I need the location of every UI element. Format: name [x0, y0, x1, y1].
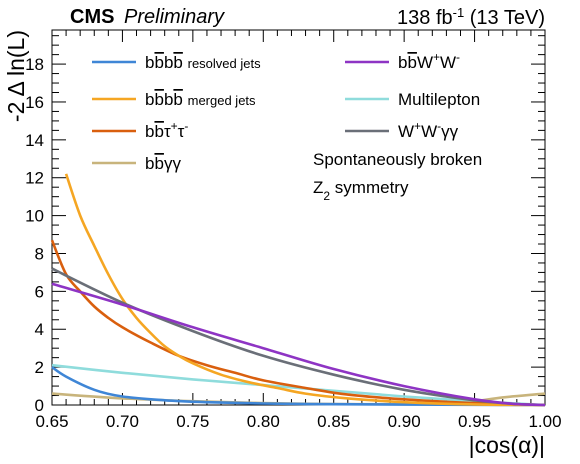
legend-label: bbbb merged jets	[145, 90, 256, 109]
legend-label: bbγγ	[145, 154, 181, 173]
series-line-2	[50, 239, 546, 407]
x-tick-label: 0.75	[176, 412, 209, 431]
x-tick-label: 0.95	[458, 412, 491, 431]
legend: bbbb resolved jets bbbb merged jets bbτ+τ-…	[92, 50, 480, 173]
y-tick-label: 10	[25, 207, 44, 226]
y-tick-label: 14	[25, 131, 44, 150]
series-line-1	[64, 173, 546, 407]
y-axis-title: -2 Δ ln(L)	[3, 30, 29, 122]
y-tick-label: 18	[25, 55, 44, 74]
plot-frame	[51, 29, 546, 406]
series-line-0	[51, 366, 546, 407]
y-tick-label: 16	[25, 93, 44, 112]
experiment-label: CMS Preliminary	[70, 6, 225, 28]
y-tick-label: 4	[35, 320, 44, 339]
x-tick-label: 0.90	[388, 412, 421, 431]
series-curves	[50, 173, 546, 407]
legend-label: bbW+W-	[398, 50, 460, 72]
x-tick-label: 0.80	[247, 412, 280, 431]
symmetry-annotation-line1: Spontaneously broken	[313, 150, 482, 169]
symmetry-annotation-line2: Z2 symmetry	[313, 178, 409, 203]
legend-label: bbbb resolved jets	[145, 53, 261, 72]
y-tick-label: 12	[25, 169, 44, 188]
x-tick-label: 0.85	[317, 412, 350, 431]
series-line-6	[51, 267, 546, 407]
legend-label: bbτ+τ-	[145, 119, 188, 141]
series-line-4	[51, 282, 546, 407]
legend-label: Multilepton	[398, 90, 480, 109]
x-tick-label: 0.65	[35, 412, 68, 431]
legend-label: W+W-γγ	[398, 119, 459, 141]
x-tick-label: 0.70	[106, 412, 139, 431]
y-tick-label: 2	[35, 358, 44, 377]
y-tick-label: 6	[35, 282, 44, 301]
y-tick-label: 0	[35, 396, 44, 415]
y-tick-label: 8	[35, 244, 44, 263]
luminosity-label: 138 fb-1 (13 TeV)	[397, 5, 545, 30]
x-axis-title: |cos(α)|	[469, 432, 545, 458]
x-tick-label: 1.00	[528, 412, 561, 431]
axis-ticks: 0.65 0.70 0.75 0.80 0.85 0.90 0.95 1.00 0 2 4 6 8 10 1…	[25, 30, 562, 431]
